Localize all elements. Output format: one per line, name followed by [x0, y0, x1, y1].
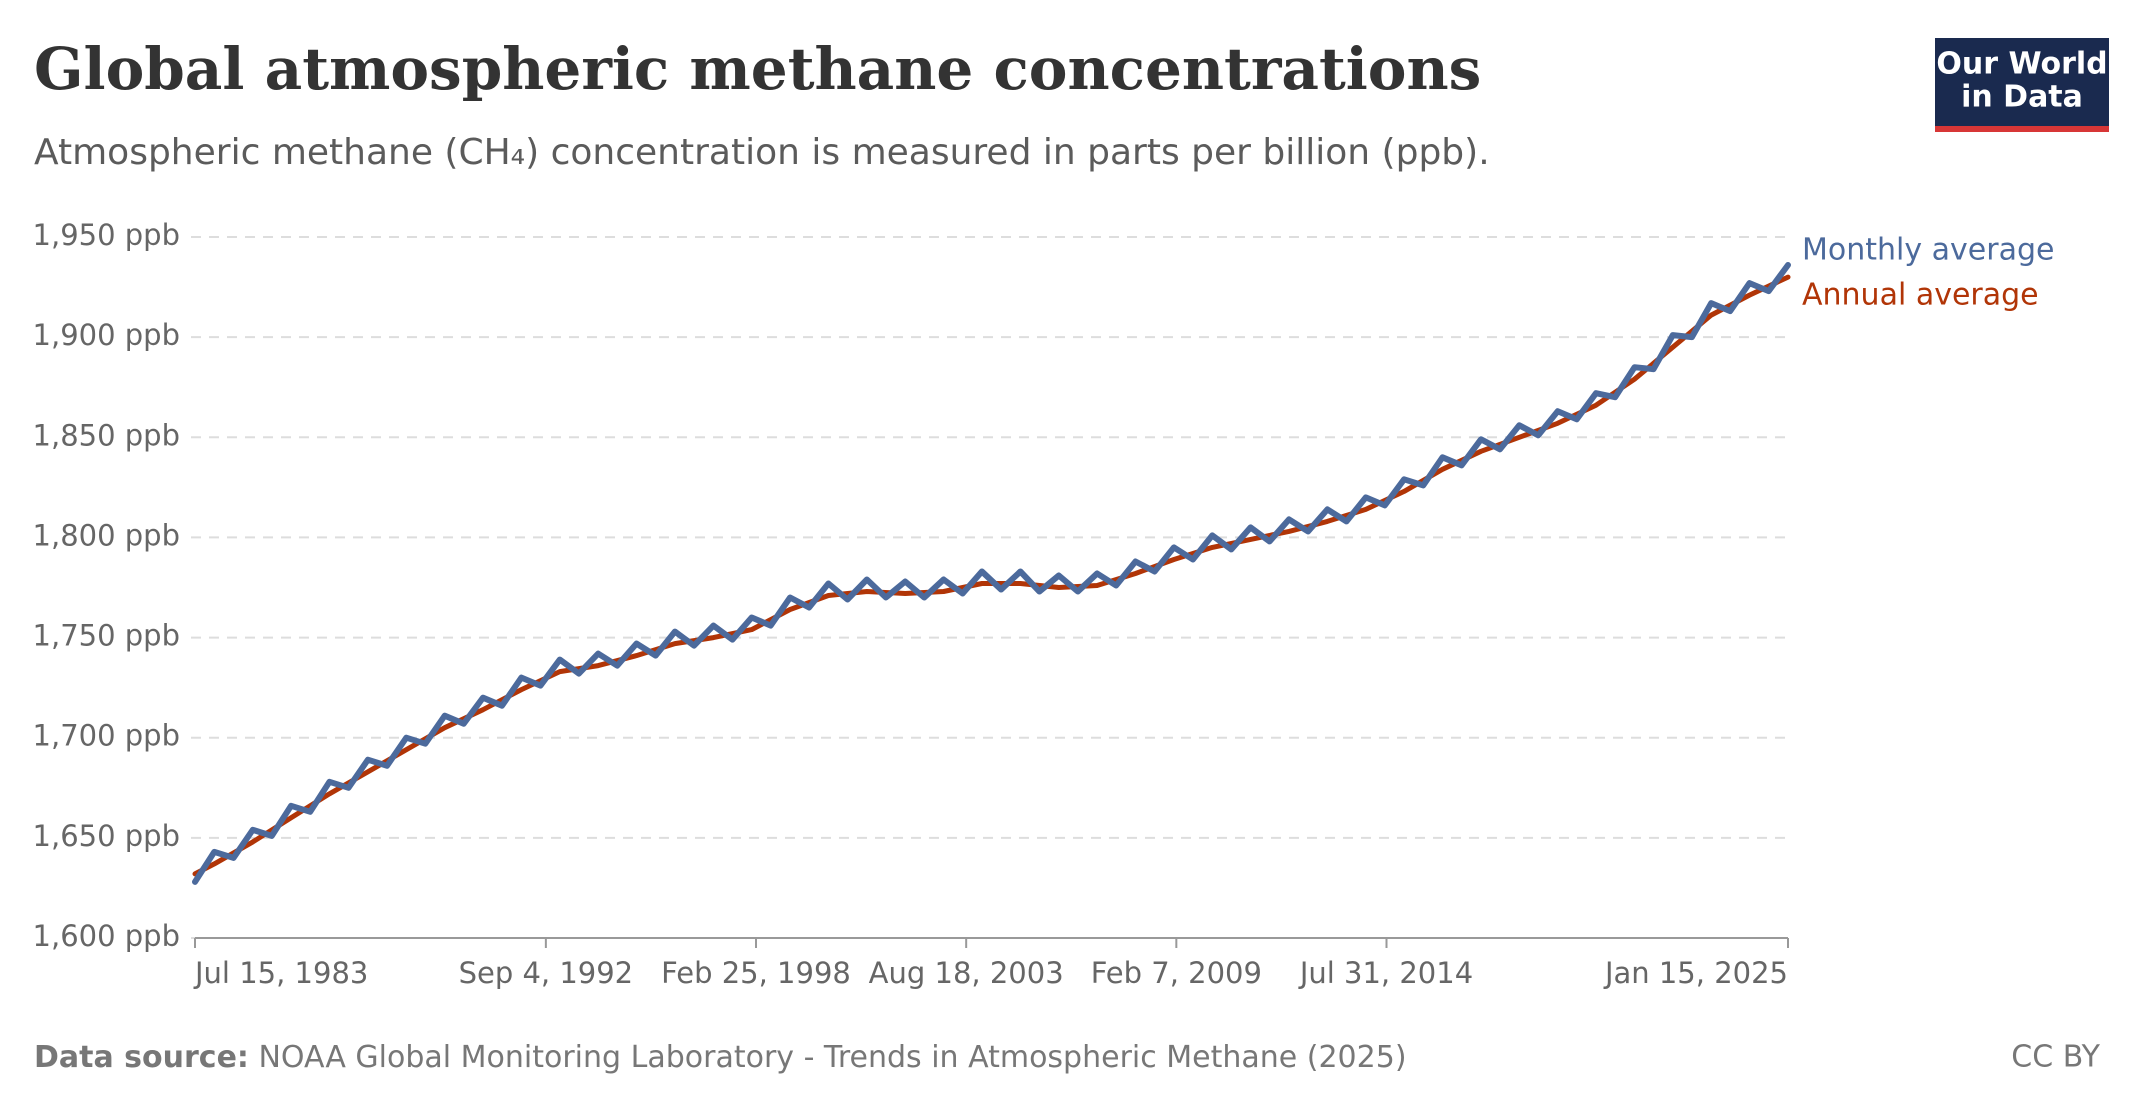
logo: Our World in Data — [1935, 38, 2109, 132]
chart-subtitle: Atmospheric methane (CH₄) concentration … — [34, 132, 1490, 173]
x-tick-label: Aug 18, 2003 — [869, 956, 1064, 990]
x-tick-label: Sep 4, 1992 — [459, 956, 634, 990]
logo-text: in Data — [1961, 80, 2083, 115]
logo-text: Our World — [1936, 47, 2107, 82]
y-tick-label: 1,900 ppb — [33, 318, 180, 352]
y-tick-label: 1,750 ppb — [33, 619, 180, 653]
x-tick-label: Jul 15, 1983 — [193, 956, 368, 990]
x-tick-label: Feb 25, 1998 — [661, 956, 851, 990]
source: Data source: NOAA Global Monitoring Labo… — [34, 1040, 1407, 1075]
license: CC BY — [2011, 1040, 2100, 1075]
x-tick-label: Jan 15, 2025 — [1603, 956, 1788, 990]
y-tick-label: 1,800 ppb — [33, 518, 180, 552]
legend-label: Annual average — [1802, 278, 2039, 313]
x-tick-label: Feb 7, 2009 — [1091, 956, 1262, 990]
chart-title: Global atmospheric methane concentration… — [34, 35, 1481, 103]
x-tick-label: Jul 31, 2014 — [1298, 956, 1473, 990]
legend-label: Monthly average — [1802, 233, 2054, 268]
y-tick-label: 1,950 ppb — [33, 218, 180, 252]
series-line — [192, 262, 1791, 885]
y-tick-label: 1,650 ppb — [33, 819, 180, 853]
series-line — [192, 274, 1791, 877]
y-tick-label: 1,600 ppb — [33, 919, 180, 953]
source-text: NOAA Global Monitoring Laboratory - Tren… — [258, 1040, 1406, 1075]
y-tick-label: 1,850 ppb — [33, 418, 180, 452]
logo-bar — [1935, 126, 2109, 132]
y-tick-label: 1,700 ppb — [33, 719, 180, 753]
source-label: Data source: — [34, 1040, 249, 1075]
logo-box — [1935, 38, 2109, 126]
